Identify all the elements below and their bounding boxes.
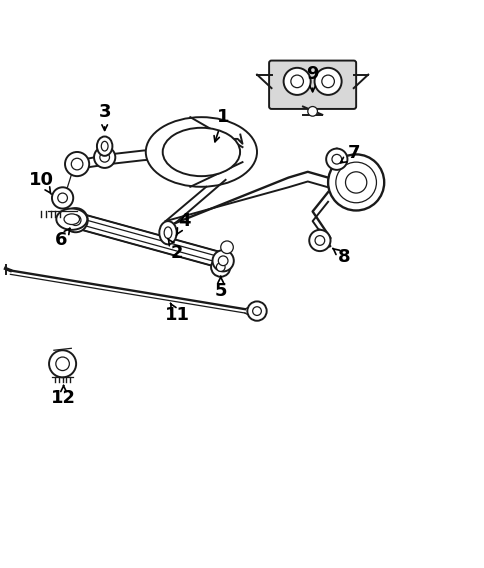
Circle shape bbox=[100, 152, 109, 162]
Text: 7: 7 bbox=[340, 144, 359, 163]
Circle shape bbox=[331, 154, 341, 164]
Circle shape bbox=[252, 307, 261, 315]
Circle shape bbox=[327, 154, 383, 211]
Ellipse shape bbox=[146, 117, 257, 187]
Circle shape bbox=[52, 187, 73, 208]
Circle shape bbox=[70, 215, 81, 225]
Circle shape bbox=[283, 68, 310, 95]
Ellipse shape bbox=[164, 227, 171, 239]
Text: 4: 4 bbox=[176, 212, 190, 235]
Circle shape bbox=[247, 302, 266, 321]
Circle shape bbox=[216, 263, 225, 272]
Circle shape bbox=[307, 107, 317, 116]
Circle shape bbox=[309, 230, 330, 251]
Circle shape bbox=[56, 357, 69, 370]
Ellipse shape bbox=[64, 214, 79, 224]
Ellipse shape bbox=[56, 208, 87, 230]
Circle shape bbox=[321, 75, 333, 87]
Circle shape bbox=[211, 257, 230, 277]
Circle shape bbox=[290, 75, 303, 87]
Circle shape bbox=[65, 152, 89, 176]
Text: 6: 6 bbox=[55, 228, 70, 249]
Text: 9: 9 bbox=[306, 65, 318, 91]
Text: 10: 10 bbox=[29, 171, 54, 194]
Circle shape bbox=[315, 236, 324, 245]
Ellipse shape bbox=[97, 136, 112, 156]
Text: 3: 3 bbox=[98, 103, 111, 131]
Circle shape bbox=[58, 193, 67, 203]
Text: 11: 11 bbox=[165, 303, 189, 324]
Circle shape bbox=[71, 158, 83, 170]
Text: 5: 5 bbox=[214, 277, 227, 300]
Text: 12: 12 bbox=[51, 386, 76, 407]
FancyBboxPatch shape bbox=[269, 61, 355, 109]
Circle shape bbox=[326, 149, 347, 170]
Circle shape bbox=[345, 172, 366, 193]
Text: 1: 1 bbox=[213, 108, 229, 142]
Circle shape bbox=[212, 250, 233, 272]
Ellipse shape bbox=[162, 128, 240, 176]
Circle shape bbox=[94, 147, 115, 168]
Circle shape bbox=[314, 68, 341, 95]
Text: 8: 8 bbox=[332, 248, 349, 266]
Circle shape bbox=[49, 350, 76, 377]
Circle shape bbox=[220, 241, 233, 253]
Circle shape bbox=[63, 208, 88, 232]
Circle shape bbox=[218, 256, 227, 266]
Circle shape bbox=[335, 162, 376, 203]
Ellipse shape bbox=[159, 221, 176, 244]
Ellipse shape bbox=[101, 141, 108, 151]
Text: 2: 2 bbox=[167, 239, 183, 262]
